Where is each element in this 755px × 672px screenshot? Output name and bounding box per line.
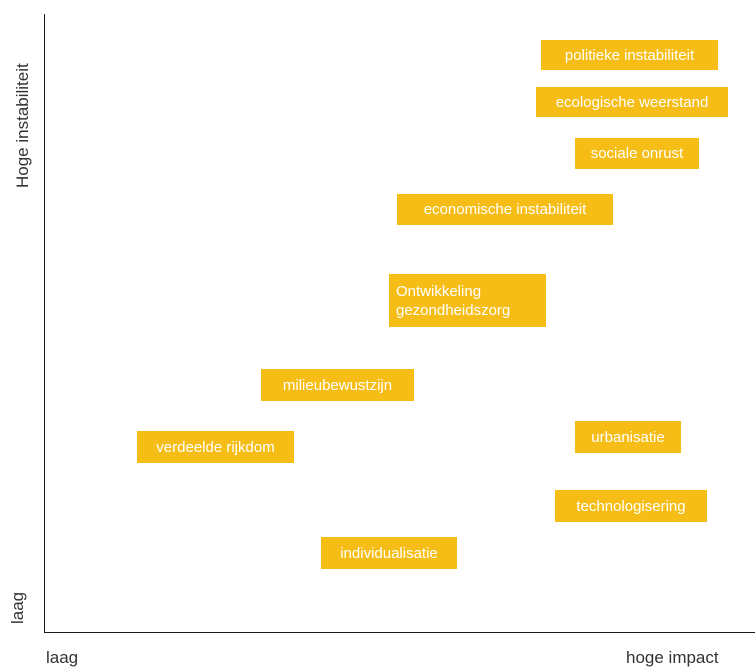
factor-milieubewustzijn: milieubewustzijn xyxy=(261,369,414,401)
factor-verdeelde-rijkdom: verdeelde rijkdom xyxy=(137,431,294,463)
y-axis-line xyxy=(44,14,45,633)
factor-urbanisatie: urbanisatie xyxy=(575,421,681,453)
factor-ecologische-weerstand: ecologische weerstand xyxy=(536,87,728,117)
factor-individualisatie: individualisatie xyxy=(321,537,457,569)
x-axis-label-high: hoge impact xyxy=(626,648,719,667)
x-axis-line xyxy=(44,632,755,633)
factor-technologisering: technologisering xyxy=(555,490,707,522)
factor-politieke-instabiliteit: politieke instabiliteit xyxy=(541,40,718,70)
factor-ontwikkeling-gezondheidszorg: Ontwikkeling gezondheidszorg xyxy=(389,274,546,327)
factor-economische-instabiliteit: economische instabiliteit xyxy=(397,194,613,225)
y-axis-label-high: Hoge instabiliteit xyxy=(13,63,32,188)
x-axis-label-low: laag xyxy=(46,648,79,667)
factor-sociale-onrust: sociale onrust xyxy=(575,138,699,169)
y-axis-label-low: laag xyxy=(8,591,27,624)
